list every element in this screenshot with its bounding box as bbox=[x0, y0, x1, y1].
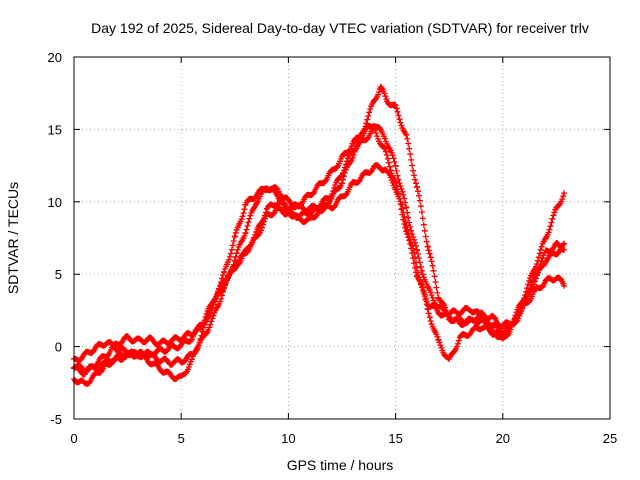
x-tick-label: 20 bbox=[496, 431, 510, 446]
tick-marks bbox=[73, 56, 611, 420]
x-tick-label: 10 bbox=[281, 431, 295, 446]
x-tick-label: 25 bbox=[603, 431, 617, 446]
y-tick-label: 0 bbox=[55, 340, 62, 355]
y-tick-label: 5 bbox=[55, 267, 62, 282]
y-tick-label: 10 bbox=[48, 195, 62, 210]
x-tick-label: 5 bbox=[178, 431, 185, 446]
plot-frame bbox=[73, 56, 611, 420]
data-points bbox=[71, 83, 568, 387]
y-tick-label: 20 bbox=[48, 50, 62, 65]
grid-lines bbox=[74, 57, 610, 419]
y-tick-label: 15 bbox=[48, 122, 62, 137]
y-tick-label: -5 bbox=[50, 412, 62, 427]
y-tick-labels: -5 0 5 10 15 20 bbox=[48, 50, 62, 427]
x-tick-labels: 0 5 10 15 20 25 bbox=[70, 431, 617, 446]
y-axis-label: SDTVAR / TECUs bbox=[5, 182, 21, 294]
x-tick-label: 0 bbox=[70, 431, 77, 446]
x-axis-label: GPS time / hours bbox=[287, 457, 394, 473]
chart-title: Day 192 of 2025, Sidereal Day-to-day VTE… bbox=[91, 20, 589, 36]
x-tick-label: 15 bbox=[388, 431, 402, 446]
